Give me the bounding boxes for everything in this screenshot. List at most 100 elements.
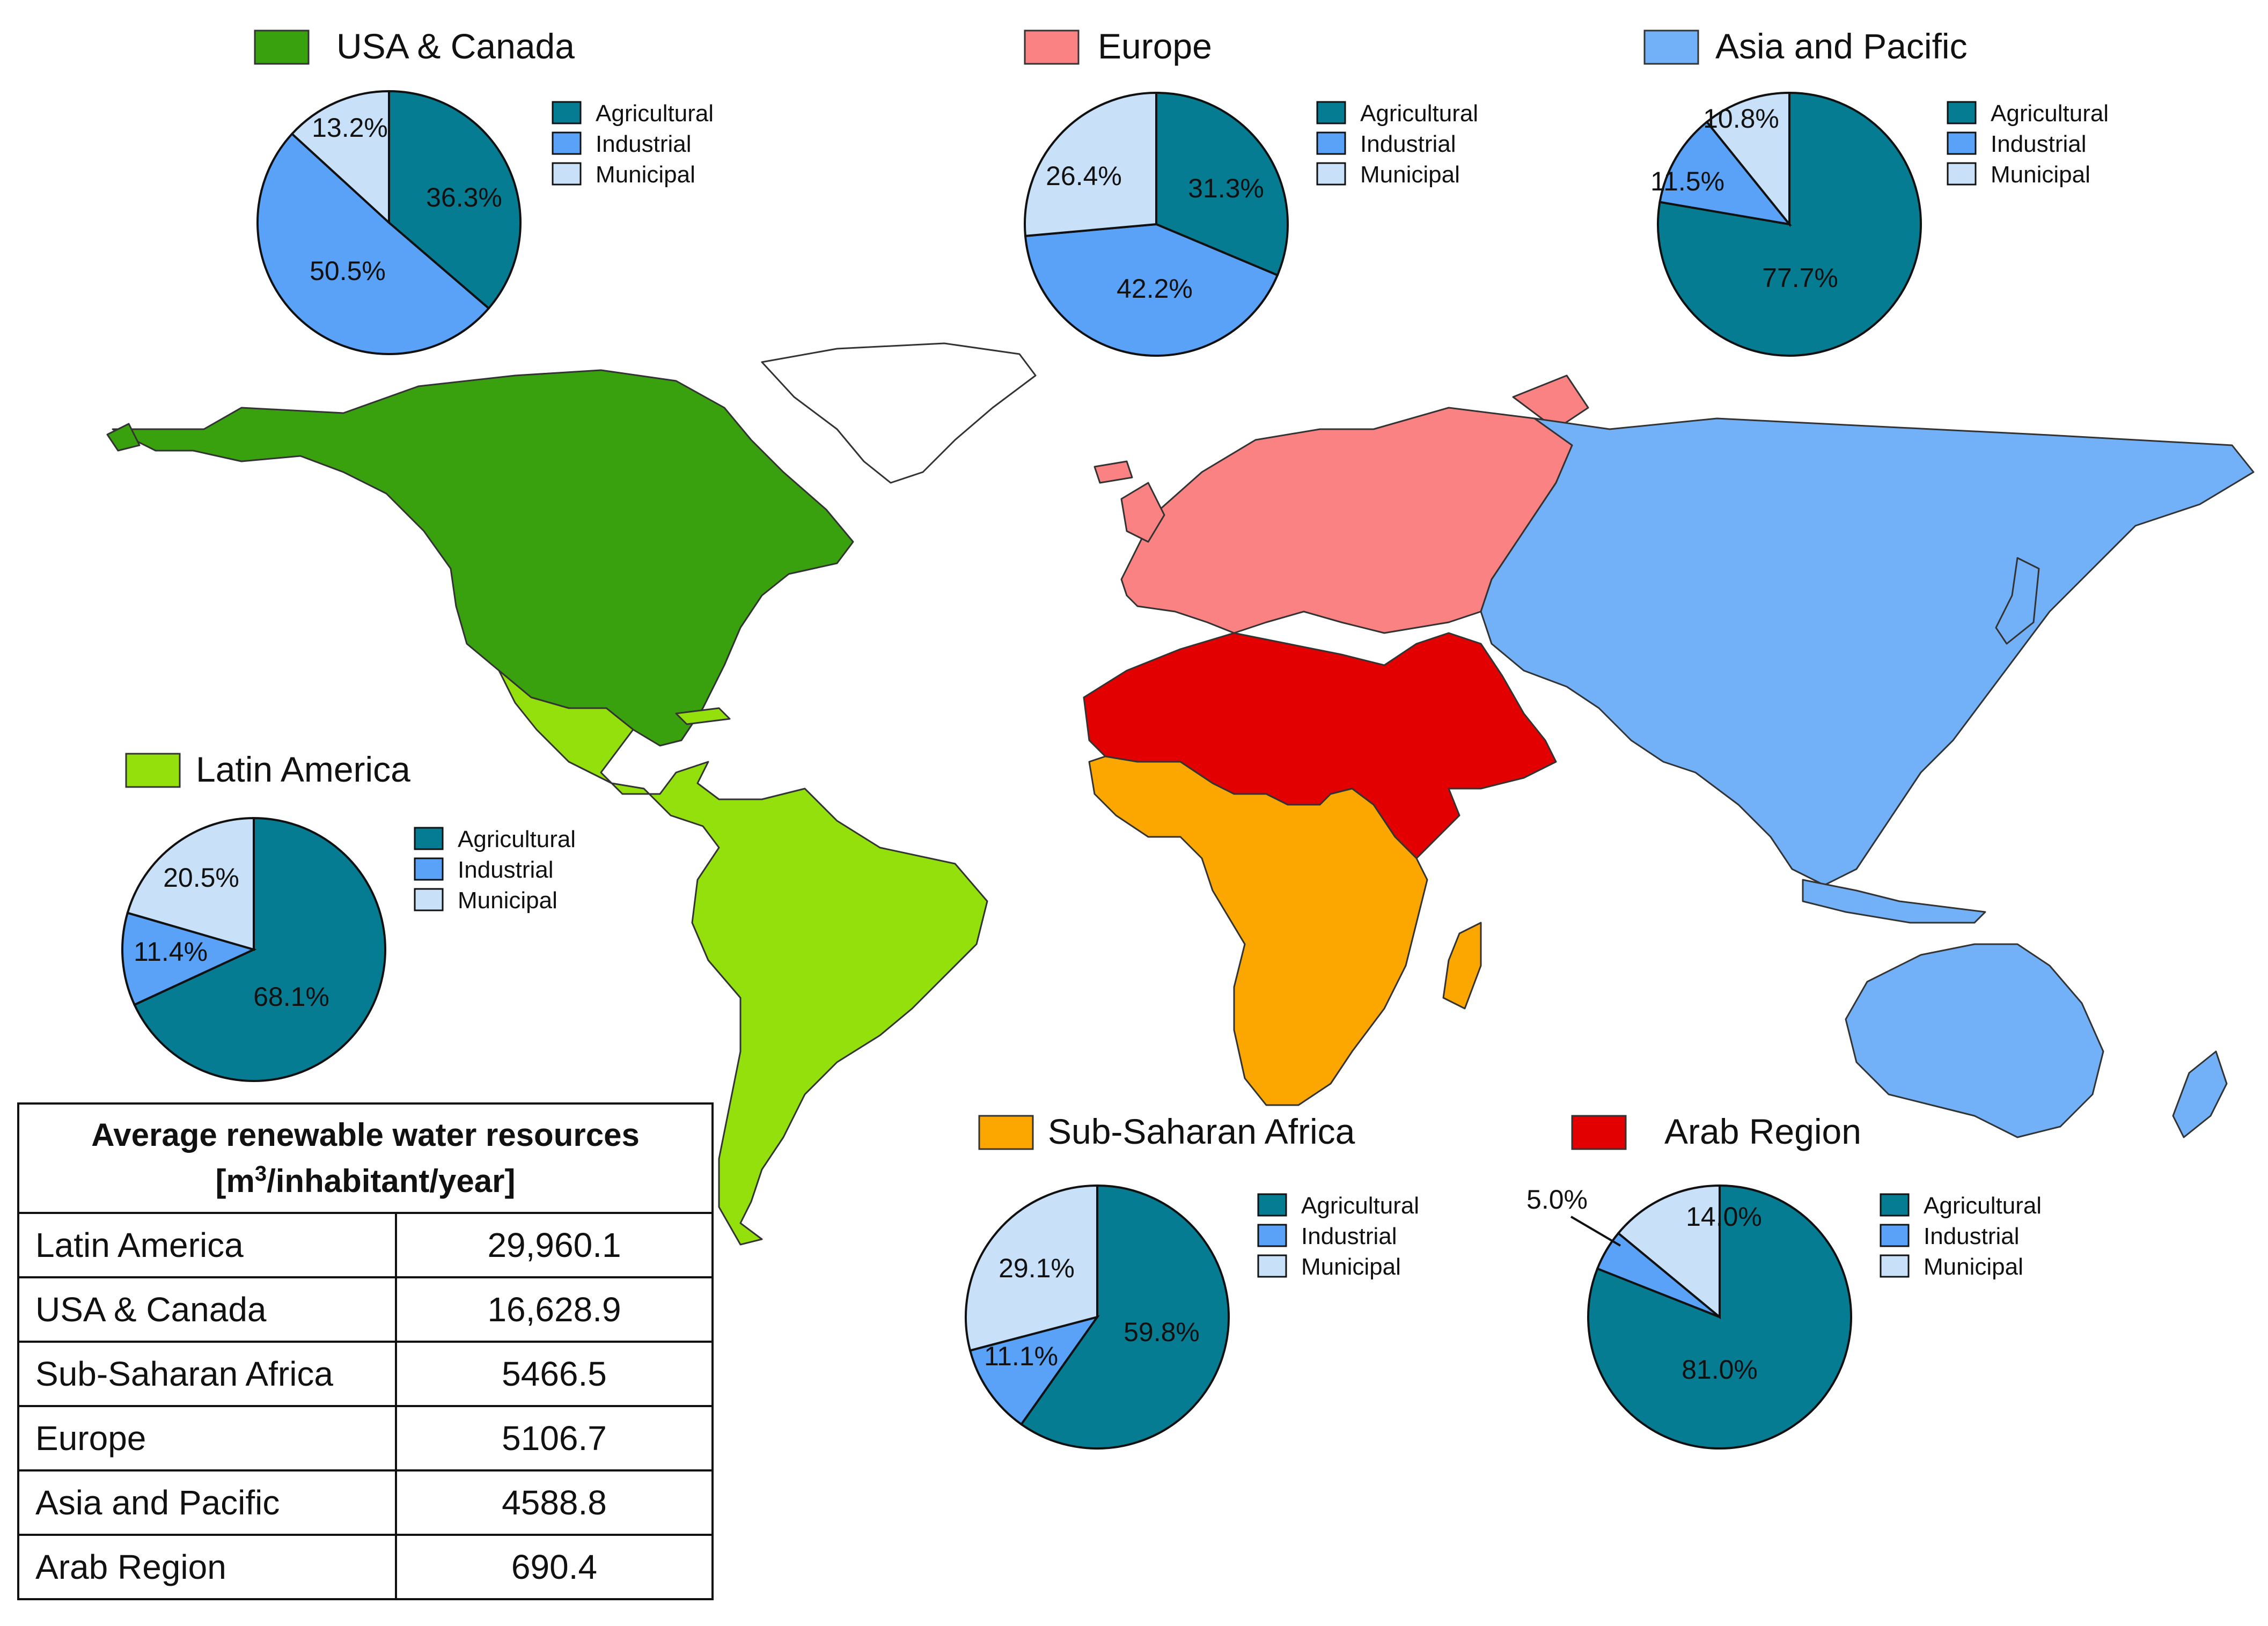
- map-region-alaska-tip: [106, 423, 141, 452]
- legend-label: Municipal: [1924, 1254, 2023, 1280]
- region-color-swatch: [1571, 1115, 1627, 1150]
- region-color-swatch: [125, 753, 181, 788]
- legend-label: Municipal: [1360, 161, 1460, 188]
- legend-label: Industrial: [1301, 1223, 1397, 1249]
- map-region-madagascar: [1442, 922, 1482, 1010]
- pie-slice-label: 20.5%: [163, 863, 239, 893]
- pie-slice-municipal: [1617, 1184, 1721, 1320]
- map-region-latin-america: [498, 669, 988, 1246]
- pie-slice-agricultural: [388, 90, 522, 310]
- table-cell-value: 16,628.9: [395, 1276, 714, 1343]
- pie-slice-label: 10.8%: [1703, 104, 1779, 134]
- map-region-indonesia: [1802, 879, 1986, 924]
- map-region-europe-north: [1512, 374, 1589, 430]
- table-cell-region: USA & Canada: [17, 1276, 397, 1343]
- table-cell-value: 5466.5: [395, 1341, 714, 1407]
- legend-swatch-industrial: [1316, 131, 1346, 155]
- pie-slice-agricultural: [133, 816, 386, 1082]
- legend-label: Municipal: [1301, 1254, 1401, 1280]
- table-cell-region: Arab Region: [17, 1534, 397, 1600]
- region-title: Asia and Pacific: [1715, 26, 1968, 66]
- legend-swatch-industrial: [414, 857, 444, 881]
- table-row: Sub-Saharan Africa 5466.5: [17, 1341, 714, 1407]
- table-row: Latin America 29,960.1: [17, 1212, 714, 1278]
- table-header: Average renewable water resources [m3/in…: [17, 1102, 714, 1214]
- map-region-asia-pacific: [1480, 417, 2255, 886]
- pie-slice-industrial: [121, 911, 257, 1006]
- legend-label: Agricultural: [596, 100, 714, 127]
- pie-slice-label: 26.4%: [1046, 161, 1122, 191]
- map-region-new-zealand: [2172, 1050, 2228, 1138]
- legend-swatch-industrial: [1880, 1224, 1910, 1247]
- pie-slice-label: 77.7%: [1762, 263, 1838, 293]
- legend-swatch-agricultural: [552, 101, 582, 124]
- pie-slice-municipal: [290, 90, 390, 225]
- table-header-unit-close: /inhabitant/year]: [267, 1163, 516, 1199]
- region-color-swatch: [1024, 30, 1080, 65]
- pie-chart: Europe 31.3% 42.2% 26.4% Agricultural Industr…: [1024, 26, 1478, 357]
- greenland-landmass: [761, 342, 1037, 484]
- legend-swatch-industrial: [1257, 1224, 1287, 1247]
- region-color-swatch: [1643, 30, 1699, 65]
- pie-slice-label: 5.0%: [1526, 1184, 1588, 1215]
- table-header-line1: Average renewable water resources: [91, 1117, 640, 1153]
- pie-slice-label: 59.8%: [1124, 1317, 1200, 1347]
- table-cell-region: Asia and Pacific: [17, 1469, 397, 1536]
- legend-label: Agricultural: [1924, 1193, 2042, 1219]
- map-region-iceland: [1093, 460, 1133, 484]
- table-row: USA & Canada 16,628.9: [17, 1276, 714, 1343]
- legend-swatch-municipal: [1947, 162, 1977, 186]
- table-row: Arab Region 690.4: [17, 1534, 714, 1600]
- table-cell-region: Europe: [17, 1405, 397, 1472]
- pie-slice-label: 13.2%: [312, 113, 388, 143]
- slice-leader-line: [1570, 1216, 1621, 1247]
- pie-slice-municipal: [1705, 91, 1790, 227]
- table-cell-region: Sub-Saharan Africa: [17, 1341, 397, 1407]
- pie-chart: Sub-Saharan Africa 59.8% 11.1% 29.1% Agricul…: [964, 1112, 1419, 1450]
- pie-slice-label: 31.3%: [1188, 173, 1264, 203]
- region-title: Sub-Saharan Africa: [1048, 1112, 1355, 1151]
- pie-slice-municipal: [1024, 91, 1157, 238]
- region-title: Arab Region: [1664, 1112, 1861, 1151]
- legend-label: Agricultural: [1991, 100, 2109, 127]
- pie-slice-industrial: [1658, 120, 1792, 226]
- pie-slice-label: 68.1%: [253, 982, 329, 1012]
- pie-slice-label: 14.0%: [1686, 1202, 1762, 1232]
- legend-swatch-agricultural: [1947, 101, 1977, 124]
- pie-slice-label: 81.0%: [1682, 1355, 1758, 1385]
- map-region-australia: [1845, 943, 2104, 1138]
- legend-label: Municipal: [596, 161, 695, 188]
- pie-chart: Latin America 68.1% 11.4% 20.5% Agricultural…: [121, 749, 576, 1082]
- map-region-usa-canada: [112, 369, 854, 747]
- pie-slice-industrial: [968, 1315, 1100, 1426]
- pie-chart: Asia and Pacific 77.7% 11.5% 10.8% Agricultu…: [1643, 26, 2109, 357]
- table-header-unit-open: [m: [215, 1163, 255, 1199]
- table-cell-value: 4588.8: [395, 1469, 714, 1536]
- legend-swatch-industrial: [552, 131, 582, 155]
- map-region-british-isles: [1120, 482, 1165, 543]
- legend-label: Municipal: [1991, 161, 2090, 188]
- legend-label: Municipal: [458, 887, 557, 914]
- legend-label: Industrial: [1924, 1223, 2020, 1249]
- map-region-japan: [1995, 557, 2040, 645]
- pie-slice-agricultural: [1587, 1184, 1852, 1450]
- legend-label: Industrial: [596, 131, 692, 157]
- pie-slice-label: 11.4%: [134, 937, 208, 967]
- region-color-swatch: [254, 30, 310, 65]
- legend-swatch-agricultural: [1257, 1193, 1287, 1217]
- table-header-unit-sup: 3: [254, 1162, 267, 1186]
- map-region-caribbean: [675, 707, 731, 725]
- legend-label: Industrial: [1991, 131, 2087, 157]
- legend-swatch-agricultural: [1880, 1193, 1910, 1217]
- table-row: Asia and Pacific 4588.8: [17, 1469, 714, 1536]
- table-row: Europe 5106.7: [17, 1405, 714, 1472]
- pie-slice-agricultural: [1019, 1184, 1230, 1450]
- legend-label: Industrial: [458, 857, 554, 883]
- legend-swatch-municipal: [552, 162, 582, 186]
- pie-slice-agricultural: [1155, 91, 1289, 277]
- region-title: Latin America: [196, 749, 410, 789]
- legend-label: Agricultural: [458, 826, 576, 852]
